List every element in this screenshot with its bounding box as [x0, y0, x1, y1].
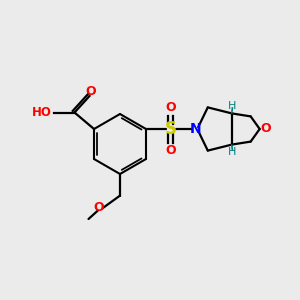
Text: O: O: [165, 101, 176, 114]
Text: O: O: [85, 85, 96, 98]
Text: H: H: [228, 100, 237, 111]
Text: O: O: [165, 144, 176, 157]
Text: H: H: [228, 147, 237, 158]
Text: O: O: [93, 201, 104, 214]
Text: S: S: [165, 120, 177, 138]
Text: O: O: [260, 122, 271, 136]
Text: N: N: [189, 122, 201, 136]
Text: HO: HO: [32, 106, 52, 119]
